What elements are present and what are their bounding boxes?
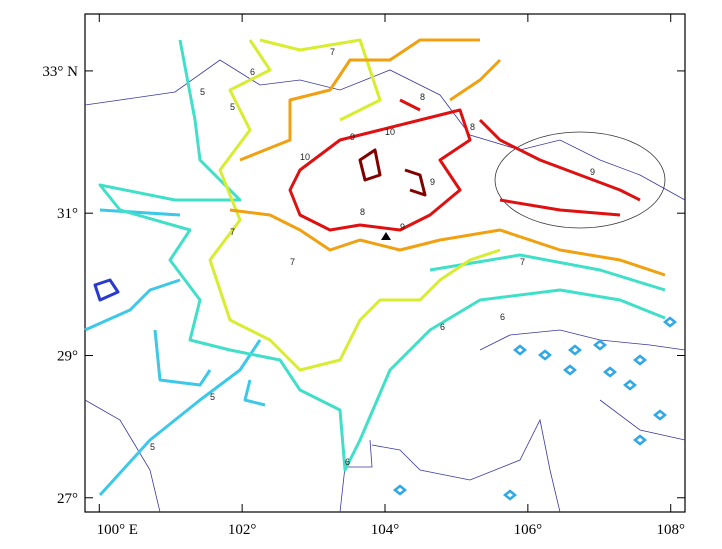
contour-label: 8 [360,207,365,217]
map-frame [84,13,686,513]
contour-label: 6 [345,457,350,467]
x-tick-label: 106° [514,522,543,538]
contour-label: 8 [470,122,475,132]
contour-label: 10 [385,127,395,137]
small-contour [537,349,553,361]
contour-label: 9 [430,177,435,187]
contour-label: 9 [590,167,595,177]
small-contour [592,339,608,351]
x-tick-label: 108° [656,522,685,538]
y-tick-label: 29° [57,348,78,364]
x-tick-label: 104° [371,522,400,538]
contour-label: 5 [150,442,155,452]
small-contour [632,354,648,366]
y-tick-label: 33° N [42,64,78,80]
contour-label: 5 [200,87,205,97]
small-contour [512,344,528,356]
contour-label: 7 [330,47,335,57]
small-contour [567,344,583,356]
x-tick-label: 102° [228,522,257,538]
small-contour [632,434,648,446]
small-contour [652,409,668,421]
small-contour [662,316,678,328]
y-tick-label: 27° [57,491,78,507]
small-contour [502,489,518,501]
contour-label: 7 [230,227,235,237]
contour-label: 9 [350,132,355,142]
contour-label: 7 [290,257,295,267]
contour-label: 5 [230,102,235,112]
boundaries [84,59,686,513]
small-contour [622,379,638,391]
small-contour [562,364,578,376]
small-contours [392,316,678,501]
small-contour [392,484,408,496]
contour-label: 6 [250,67,255,77]
contour-label: 6 [500,312,505,322]
contour-label: 9 [400,222,405,232]
marker [381,232,391,240]
y-tick-label: 31° [57,206,78,222]
contour-label: 6 [440,322,445,332]
contour-label: 7 [520,257,525,267]
contour-label: 10 [300,152,310,162]
contours [84,38,666,497]
contour-label: 8 [420,92,425,102]
contour-label: 5 [210,392,215,402]
x-tick-label: 100° E [97,522,138,538]
small-contour [602,366,618,378]
